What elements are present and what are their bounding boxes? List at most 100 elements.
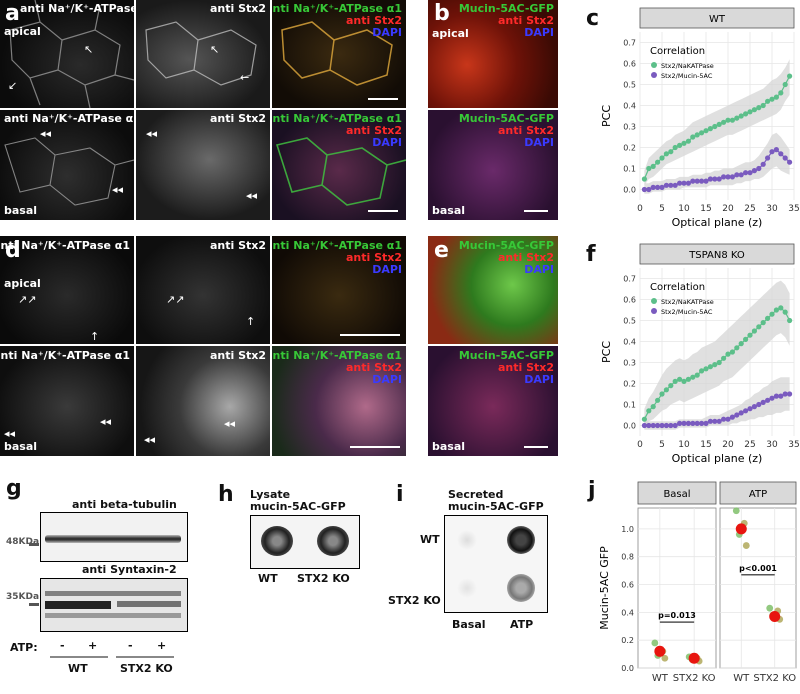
data-point — [751, 107, 757, 113]
label-channel: anti Na⁺/K⁺-ATPase α1 — [0, 349, 130, 362]
label-channel: anti Na⁺/K⁺-ATPase α1 — [20, 2, 134, 15]
data-point — [769, 311, 775, 317]
data-point — [646, 165, 652, 172]
ribbon-0 — [644, 59, 790, 186]
micro-d-top-mid: anti Stx2 ↗↗ ↑ — [136, 236, 270, 344]
legend-title: Correlation — [650, 282, 705, 293]
data-point — [729, 174, 735, 180]
col-atp: ATP — [510, 618, 534, 631]
cell-outline-pattern — [9, 0, 134, 108]
y-tick-label: 0.4 — [621, 608, 634, 617]
data-point — [773, 307, 779, 313]
data-point — [769, 149, 775, 155]
data-point — [729, 414, 735, 420]
y-tick-label: 0.3 — [623, 359, 636, 368]
x-axis-label: Optical plane (z) — [672, 452, 763, 465]
data-point — [707, 126, 713, 132]
data-point — [721, 355, 727, 361]
dot-ko-basal — [457, 578, 477, 598]
arrow-icon: ← — [240, 71, 250, 84]
label-channel-blue: DAPI — [524, 136, 554, 149]
ribbon-1 — [644, 132, 790, 194]
mean-point — [688, 652, 700, 664]
data-point — [650, 184, 656, 190]
arrowhead-icon: ◂◂ — [4, 427, 16, 440]
data-point — [677, 180, 683, 186]
dot-ko-atp — [507, 574, 535, 602]
scale-bar — [524, 210, 548, 212]
data-point — [707, 364, 713, 370]
data-point — [716, 359, 722, 366]
data-point — [641, 186, 647, 193]
lysate-blot — [250, 515, 360, 569]
data-point — [650, 404, 656, 410]
data-point — [747, 170, 753, 176]
x-tick-label: 10 — [678, 440, 690, 450]
label-channel-blue: DAPI — [372, 136, 402, 149]
data-point — [756, 324, 762, 330]
secreted-blot — [444, 515, 548, 613]
y-tick-label: 0.2 — [621, 636, 634, 645]
data-point — [663, 182, 669, 188]
group-ko: STX2 KO — [120, 662, 173, 675]
data-point — [651, 639, 659, 647]
label-channel: anti Na⁺/K⁺-ATPase α1 — [0, 239, 130, 252]
data-point — [661, 654, 669, 662]
data-point — [712, 418, 718, 424]
data-point — [712, 176, 718, 182]
label-channel: anti Na⁺/K⁺-ATPase α1 — [4, 112, 134, 125]
data-point — [659, 184, 665, 190]
legend-entry: Stx2/NaKATPase — [661, 298, 714, 306]
micro-d-bot-mid: anti Stx2 ◂◂ ◂◂ — [136, 346, 270, 456]
data-point — [703, 366, 709, 372]
label-basal: basal — [432, 440, 466, 453]
secreted-title-2: mucin-5AC-GFP — [448, 500, 544, 513]
label-channel-red: anti Stx2 — [345, 361, 402, 374]
y-tick-label: 1.0 — [621, 525, 634, 534]
data-point — [703, 178, 709, 184]
data-point — [694, 420, 700, 426]
label-channel-green: anti Na⁺/K⁺-ATPase α1 — [272, 2, 402, 15]
label-channel-green: Mucin-5AC-GFP — [458, 349, 554, 362]
y-tick-label: 0.3 — [623, 123, 636, 132]
data-point — [707, 418, 713, 424]
label-channel-green: anti Na⁺/K⁺-ATPase α1 — [272, 239, 402, 252]
mean-point — [769, 611, 781, 623]
label-channel-blue: DAPI — [524, 26, 554, 39]
dot-wt-atp — [507, 526, 535, 554]
x-tick-label: 35 — [788, 440, 799, 450]
facet-panel — [637, 507, 717, 669]
data-point — [681, 420, 687, 426]
data-point — [760, 161, 766, 167]
data-point — [743, 408, 749, 414]
data-point — [681, 180, 687, 186]
data-point — [659, 391, 665, 397]
panel-letter-a: a — [5, 1, 20, 26]
facet-strip — [719, 481, 797, 505]
data-point — [655, 397, 661, 403]
legend-swatch — [651, 298, 657, 304]
y-tick-label: 0.1 — [623, 401, 636, 410]
panel-letter-e: e — [434, 238, 449, 263]
x-tick-label: 0 — [637, 204, 643, 214]
x-tick-label: 30 — [766, 440, 778, 450]
facet-strip — [637, 481, 717, 505]
marker-48kda: 48KDa — [6, 537, 40, 547]
marker-tick — [29, 603, 39, 606]
data-point — [778, 151, 784, 157]
facet-label: Basal — [663, 489, 690, 500]
data-point — [677, 376, 683, 382]
data-point — [787, 391, 793, 397]
x-tick-label: 0 — [637, 440, 643, 450]
p-value-annotation: p<0.001 — [739, 564, 777, 573]
data-point — [760, 399, 766, 405]
legend-swatch — [651, 62, 657, 68]
dot-wt-basal — [457, 530, 477, 550]
y-tick-label: 0.6 — [623, 296, 636, 305]
data-point — [734, 345, 740, 351]
label-basal: basal — [432, 204, 466, 217]
data-point — [690, 134, 696, 140]
data-point — [672, 144, 678, 151]
atp-state-3: - — [128, 639, 133, 652]
label-channel-green: Mucin-5AC-GFP — [458, 2, 554, 15]
